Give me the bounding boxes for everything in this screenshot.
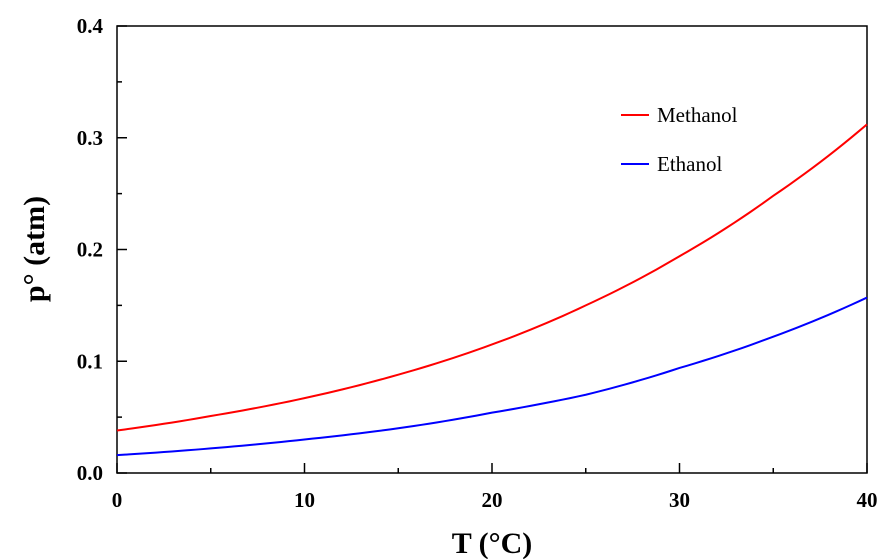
plot-frame [116,25,868,474]
legend-label-methanol: Methanol [657,103,738,127]
x-tick-label: 0 [112,488,123,512]
series-line-ethanol [116,296,868,457]
legend-label-ethanol: Ethanol [657,152,722,176]
x-tick-label: 40 [857,488,878,512]
y-axis: 0.0 0.1 0.2 0.3 0.4 [77,14,127,485]
y-tick-label: 0.3 [77,126,103,150]
x-tick-label: 30 [669,488,690,512]
y-tick-label: 0.1 [77,349,103,373]
x-tick-label: 20 [482,488,503,512]
x-tick-label: 10 [294,488,315,512]
legend: Methanol Ethanol [621,103,738,176]
series-line-methanol [116,123,868,432]
y-axis-title: p° (atm) [18,196,51,302]
y-tick-label: 0.2 [77,238,103,262]
x-axis-title: T (°C) [452,527,533,559]
x-axis: 0 10 20 30 40 [112,463,878,512]
y-tick-label: 0.4 [77,14,104,38]
series-layer [116,123,868,457]
y-tick-label: 0.0 [77,461,103,485]
